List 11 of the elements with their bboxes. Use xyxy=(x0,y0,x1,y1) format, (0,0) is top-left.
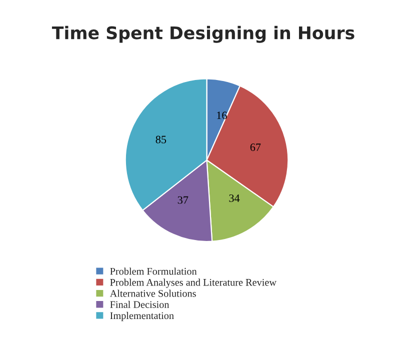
chart-title: Time Spent Designing in Hours xyxy=(52,26,354,43)
legend-label: Problem Analyses and Literature Review xyxy=(110,278,276,288)
legend-label: Alternative Solutions xyxy=(110,290,196,297)
data-label: 85 xyxy=(156,136,166,144)
legend-label: Final Decision xyxy=(110,300,170,308)
legend-label: Implementation xyxy=(110,312,174,322)
data-label: 67 xyxy=(250,144,261,151)
legend-label: Problem Formulation xyxy=(110,268,197,275)
data-label: 37 xyxy=(178,196,188,204)
data-label: 34 xyxy=(229,194,240,202)
data-label: 16 xyxy=(217,112,227,120)
